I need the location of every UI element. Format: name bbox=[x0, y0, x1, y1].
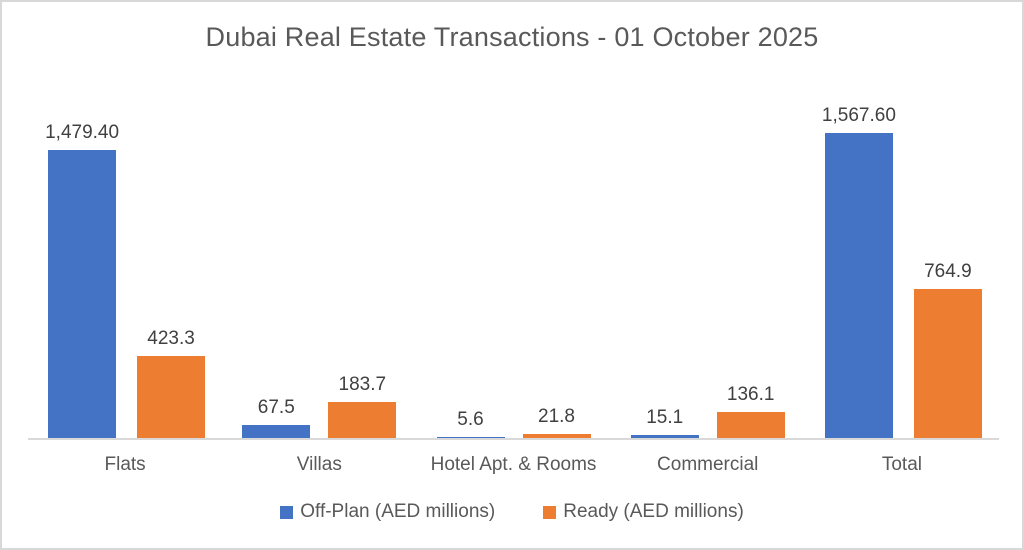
x-axis-category-labels: Flats Villas Hotel Apt. & Rooms Commercial T… bbox=[28, 454, 999, 476]
bar-col: 67.5 bbox=[242, 97, 311, 438]
bar-col: 15.1 bbox=[630, 97, 699, 438]
value-label: 183.7 bbox=[338, 374, 387, 396]
category-label-flats: Flats bbox=[104, 454, 146, 475]
value-label: 136.1 bbox=[726, 384, 775, 406]
bar-group-flats: 1,479.40 423.3 bbox=[28, 97, 222, 438]
bar-group-total: 1,567.60 764.9 bbox=[805, 97, 999, 438]
bar-col: 5.6 bbox=[436, 97, 505, 438]
bar-off-plan-flats bbox=[48, 150, 117, 438]
value-label: 67.5 bbox=[257, 397, 295, 419]
value-label: 1,479.40 bbox=[45, 122, 120, 144]
chart-legend: Off-Plan (AED millions) Ready (AED millio… bbox=[2, 501, 1022, 523]
category-label-commercial: Commercial bbox=[657, 454, 759, 475]
value-label: 21.8 bbox=[538, 406, 575, 428]
bar-ready-flats bbox=[137, 356, 206, 438]
bar-group-villas: 67.5 183.7 bbox=[222, 97, 416, 438]
legend-item-ready: Ready (AED millions) bbox=[543, 501, 744, 523]
bar-col: 21.8 bbox=[522, 97, 591, 438]
x-axis-line bbox=[28, 438, 999, 440]
chart-title: Dubai Real Estate Transactions - 01 Octo… bbox=[205, 22, 819, 52]
legend-item-off-plan: Off-Plan (AED millions) bbox=[280, 501, 495, 523]
bar-col: 1,479.40 bbox=[45, 97, 119, 438]
bar-col: 183.7 bbox=[328, 97, 397, 438]
bar-col: 136.1 bbox=[716, 97, 785, 438]
value-label: 764.9 bbox=[924, 261, 972, 283]
legend-swatch-icon bbox=[543, 505, 557, 519]
category-label-hotel-apt-rooms: Hotel Apt. & Rooms bbox=[430, 454, 597, 475]
plot-area: 1,479.40 423.3 67.5 183.7 5.6 21.8 15.1 136.1 1,… bbox=[28, 97, 999, 438]
value-label: 1,567.60 bbox=[821, 105, 896, 127]
bar-col: 1,567.60 bbox=[822, 97, 896, 438]
category-label-villas: Villas bbox=[296, 454, 342, 475]
value-label: 15.1 bbox=[646, 407, 684, 429]
bar-ready-total bbox=[913, 289, 982, 438]
value-label: 423.3 bbox=[147, 328, 195, 350]
bar-ready-commercial bbox=[716, 412, 785, 438]
legend-label: Ready (AED millions) bbox=[563, 501, 744, 522]
bar-ready-villas bbox=[328, 402, 397, 438]
bar-off-plan-commercial bbox=[630, 435, 699, 438]
value-label: 5.6 bbox=[457, 409, 484, 431]
category-label-total: Total bbox=[881, 454, 922, 475]
bar-ready-hotel-apt-rooms bbox=[522, 434, 591, 438]
bar-col: 764.9 bbox=[913, 97, 982, 438]
bar-off-plan-villas bbox=[242, 425, 311, 438]
legend-label: Off-Plan (AED millions) bbox=[300, 501, 496, 522]
bar-col: 423.3 bbox=[137, 97, 206, 438]
bar-group-hotel-apt-rooms: 5.6 21.8 bbox=[416, 97, 610, 438]
bar-group-commercial: 15.1 136.1 bbox=[611, 97, 805, 438]
bar-off-plan-hotel-apt-rooms bbox=[436, 437, 505, 438]
legend-swatch-icon bbox=[280, 505, 294, 519]
bar-off-plan-total bbox=[824, 133, 893, 438]
